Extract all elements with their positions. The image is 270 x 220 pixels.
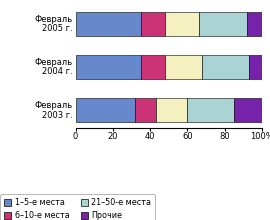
Bar [165, 12, 198, 36]
Bar [187, 98, 234, 122]
Bar [202, 55, 249, 79]
Bar [76, 12, 141, 36]
Legend: 1–5-е места, 6–10-е места, 11–20-е места, 21–50-е места, Прочие: 1–5-е места, 6–10-е места, 11–20-е места… [0, 194, 155, 220]
Bar [156, 98, 187, 122]
Bar [141, 55, 165, 79]
Bar [76, 55, 141, 79]
Bar [76, 98, 135, 122]
Bar [135, 98, 156, 122]
Bar [247, 12, 262, 36]
Bar [141, 12, 165, 36]
Bar [165, 55, 202, 79]
Bar [234, 98, 262, 122]
Bar [198, 12, 247, 36]
Bar [249, 55, 262, 79]
